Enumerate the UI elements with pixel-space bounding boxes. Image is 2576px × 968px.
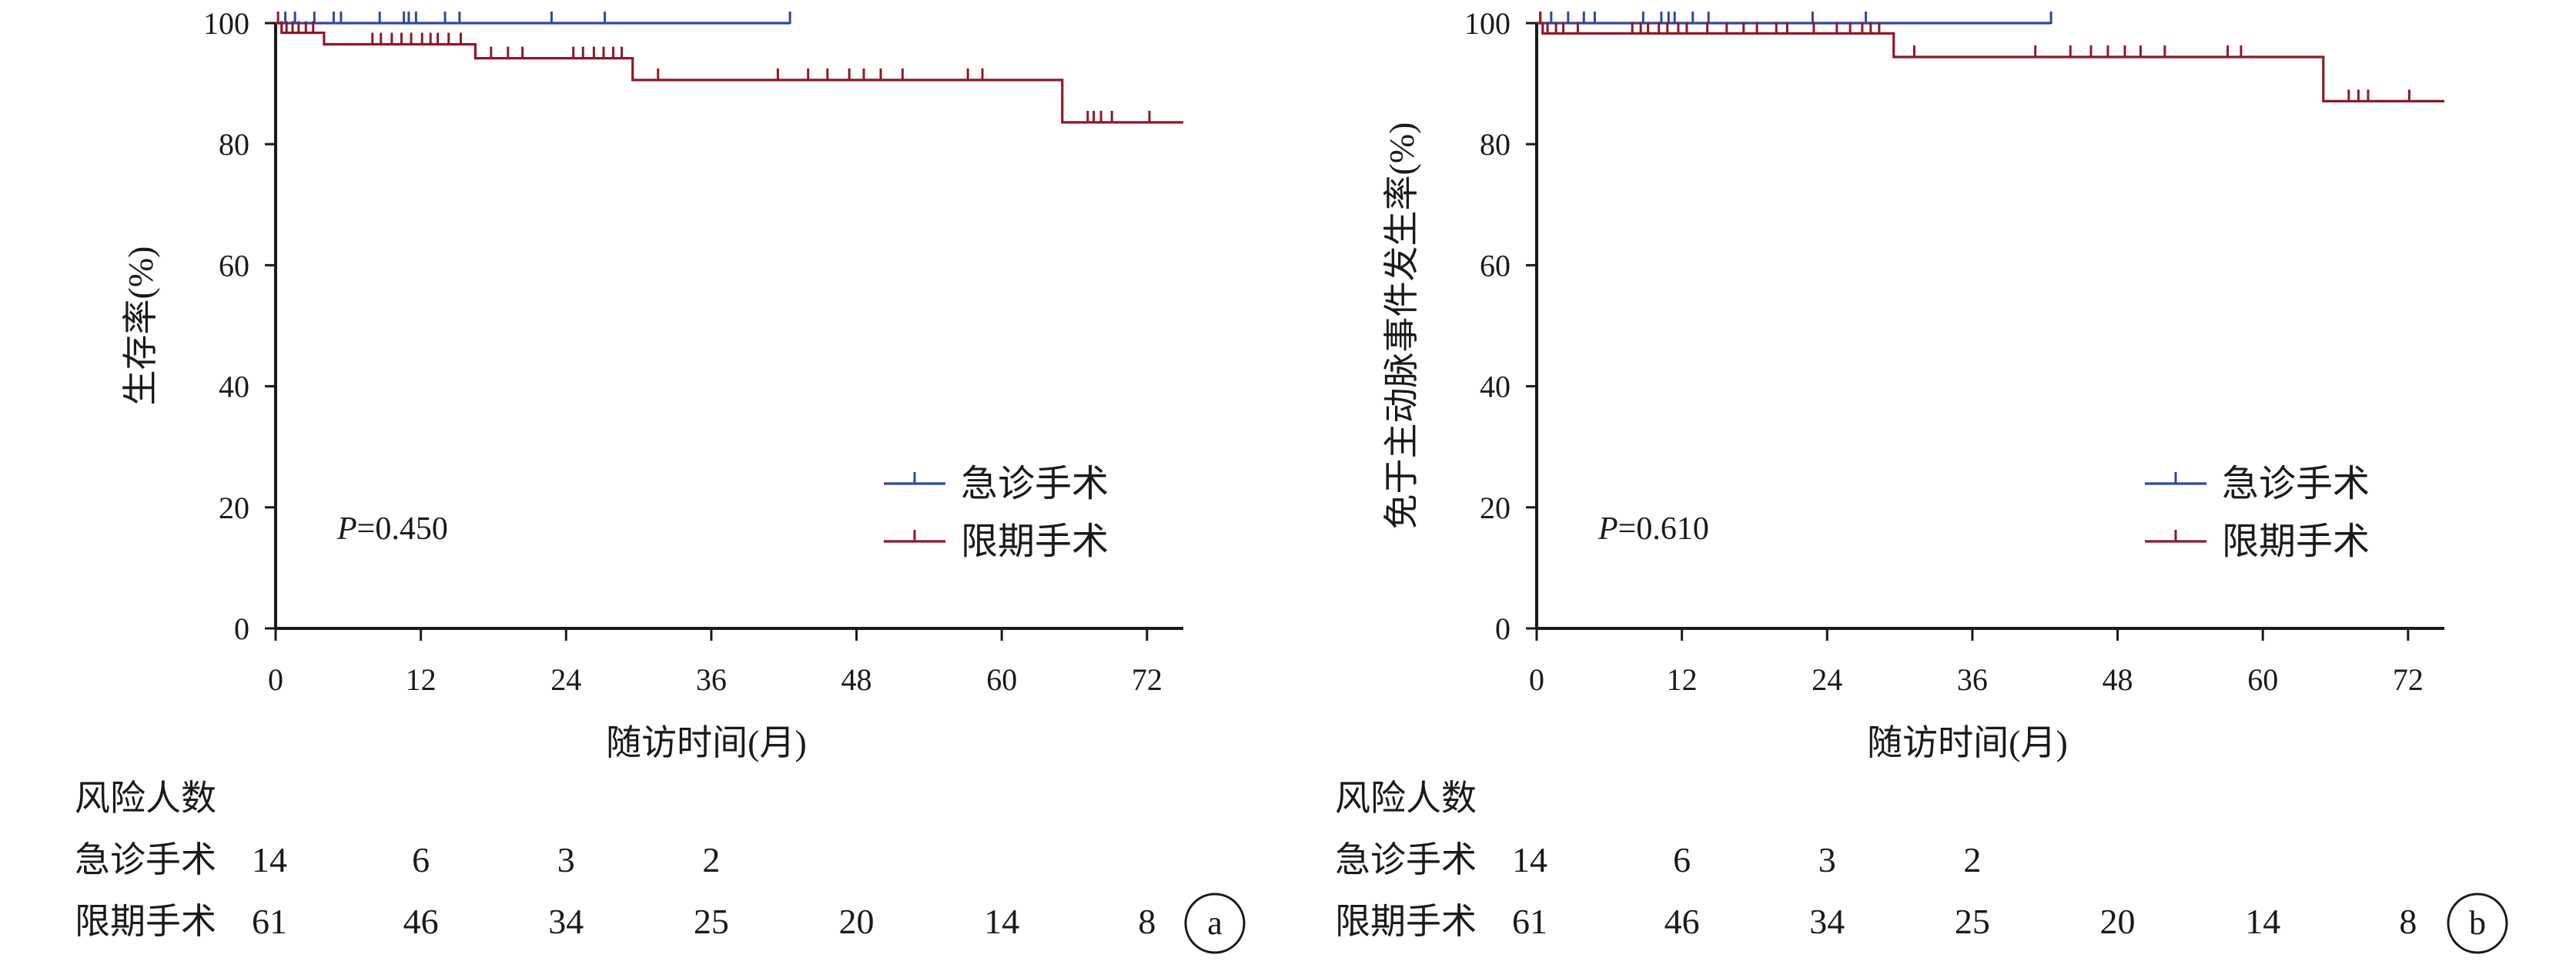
x-tick-label: 0 [1529,662,1544,697]
x-tick-label: 72 [2393,662,2424,697]
y-tick-label: 0 [234,611,249,646]
risk-count: 46 [1664,902,1700,941]
legend-label: 限期手术 [961,521,1109,562]
panel-label-a: a [1184,893,1246,954]
x-tick-label: 12 [406,662,437,697]
series-elective [1537,12,2444,102]
risk-count: 14 [984,902,1019,941]
x-tick-label: 48 [841,662,872,697]
survival-curve [1537,22,2444,102]
risk-count: 34 [548,902,584,941]
y-tick-label: 60 [1480,248,1510,283]
y-axis-title: 免于主动脉事件发生率(%) [1382,122,1421,530]
p-value-text: =0.610 [1618,511,1709,547]
risk-table-title: 风险人数 [75,779,216,818]
legend-entry-emergency: 急诊手术 [884,464,1109,504]
series-elective [276,12,1183,124]
risk-count: 25 [1955,902,1990,941]
legend-label: 急诊手术 [961,464,1109,504]
panel-label-circle [2447,893,2508,954]
legend-entry-elective: 限期手术 [2145,521,2370,562]
risk-count: 25 [694,902,729,941]
risk-count: 6 [1673,840,1691,879]
risk-count: 2 [1963,840,1981,879]
p-value-prefix: P [1597,511,1618,547]
legend-entry-elective: 限期手术 [884,521,1109,562]
x-tick-label: 60 [986,662,1017,697]
risk-count: 3 [557,840,575,879]
risk-count: 6 [412,840,430,879]
x-axis-title: 随访时间(月) [1867,723,2068,762]
y-tick-label: 0 [1495,611,1510,646]
risk-count: 14 [252,840,287,879]
p-value-prefix: P [336,511,357,547]
y-tick-label: 40 [1480,370,1510,404]
risk-table-title: 风险人数 [1335,779,1477,818]
y-tick-label: 60 [219,248,249,283]
panel-label-circle [1184,893,1246,954]
x-axis-title: 随访时间(月) [606,723,807,762]
x-tick-label: 24 [1812,662,1842,697]
p-value-annotation: P=0.610 [1597,511,1709,547]
risk-count: 20 [839,902,875,941]
y-tick-label: 20 [219,491,249,525]
panel-label-letter: b [2469,904,2486,942]
risk-count: 8 [1138,902,1156,941]
y-tick-label: 40 [219,370,249,404]
y-tick-label: 20 [1480,491,1510,525]
risk-count: 61 [1512,902,1547,941]
x-tick-label: 0 [268,662,283,697]
x-tick-label: 36 [1957,662,1988,697]
legend-label: 限期手术 [2222,521,2370,562]
x-tick-label: 24 [550,662,581,697]
risk-count: 34 [1809,902,1845,941]
risk-row-label: 急诊手术 [1335,840,1477,879]
legend-entry-emergency: 急诊手术 [2145,464,2370,504]
legend-label: 急诊手术 [2222,464,2370,504]
panel-label-letter: a [1207,904,1223,942]
p-value-annotation: P=0.450 [336,511,448,547]
risk-count: 46 [403,902,439,941]
risk-row-label: 限期手术 [1335,902,1477,941]
y-axis-title: 生存率(%) [121,246,160,406]
series-emergency [1537,12,2052,25]
risk-count: 61 [252,902,287,941]
risk-row-label: 限期手术 [75,902,216,941]
risk-count: 14 [1512,840,1547,879]
panel-label-b: b [2447,893,2508,954]
risk-count: 14 [2245,902,2280,941]
risk-count: 8 [2399,902,2417,941]
x-tick-label: 60 [2247,662,2278,697]
risk-count: 2 [702,840,720,879]
risk-row-label: 急诊手术 [75,840,216,879]
y-tick-label: 100 [1464,6,1510,41]
y-tick-label: 80 [219,127,249,162]
x-tick-label: 36 [696,662,727,697]
x-tick-label: 48 [2103,662,2133,697]
y-tick-label: 80 [1480,127,1510,162]
p-value-text: =0.450 [357,511,448,547]
x-tick-label: 12 [1667,662,1698,697]
y-tick-label: 100 [203,6,249,41]
risk-count: 20 [2100,902,2136,941]
series-emergency [276,12,791,25]
x-tick-label: 72 [1132,662,1163,697]
risk-count: 3 [1818,840,1836,879]
